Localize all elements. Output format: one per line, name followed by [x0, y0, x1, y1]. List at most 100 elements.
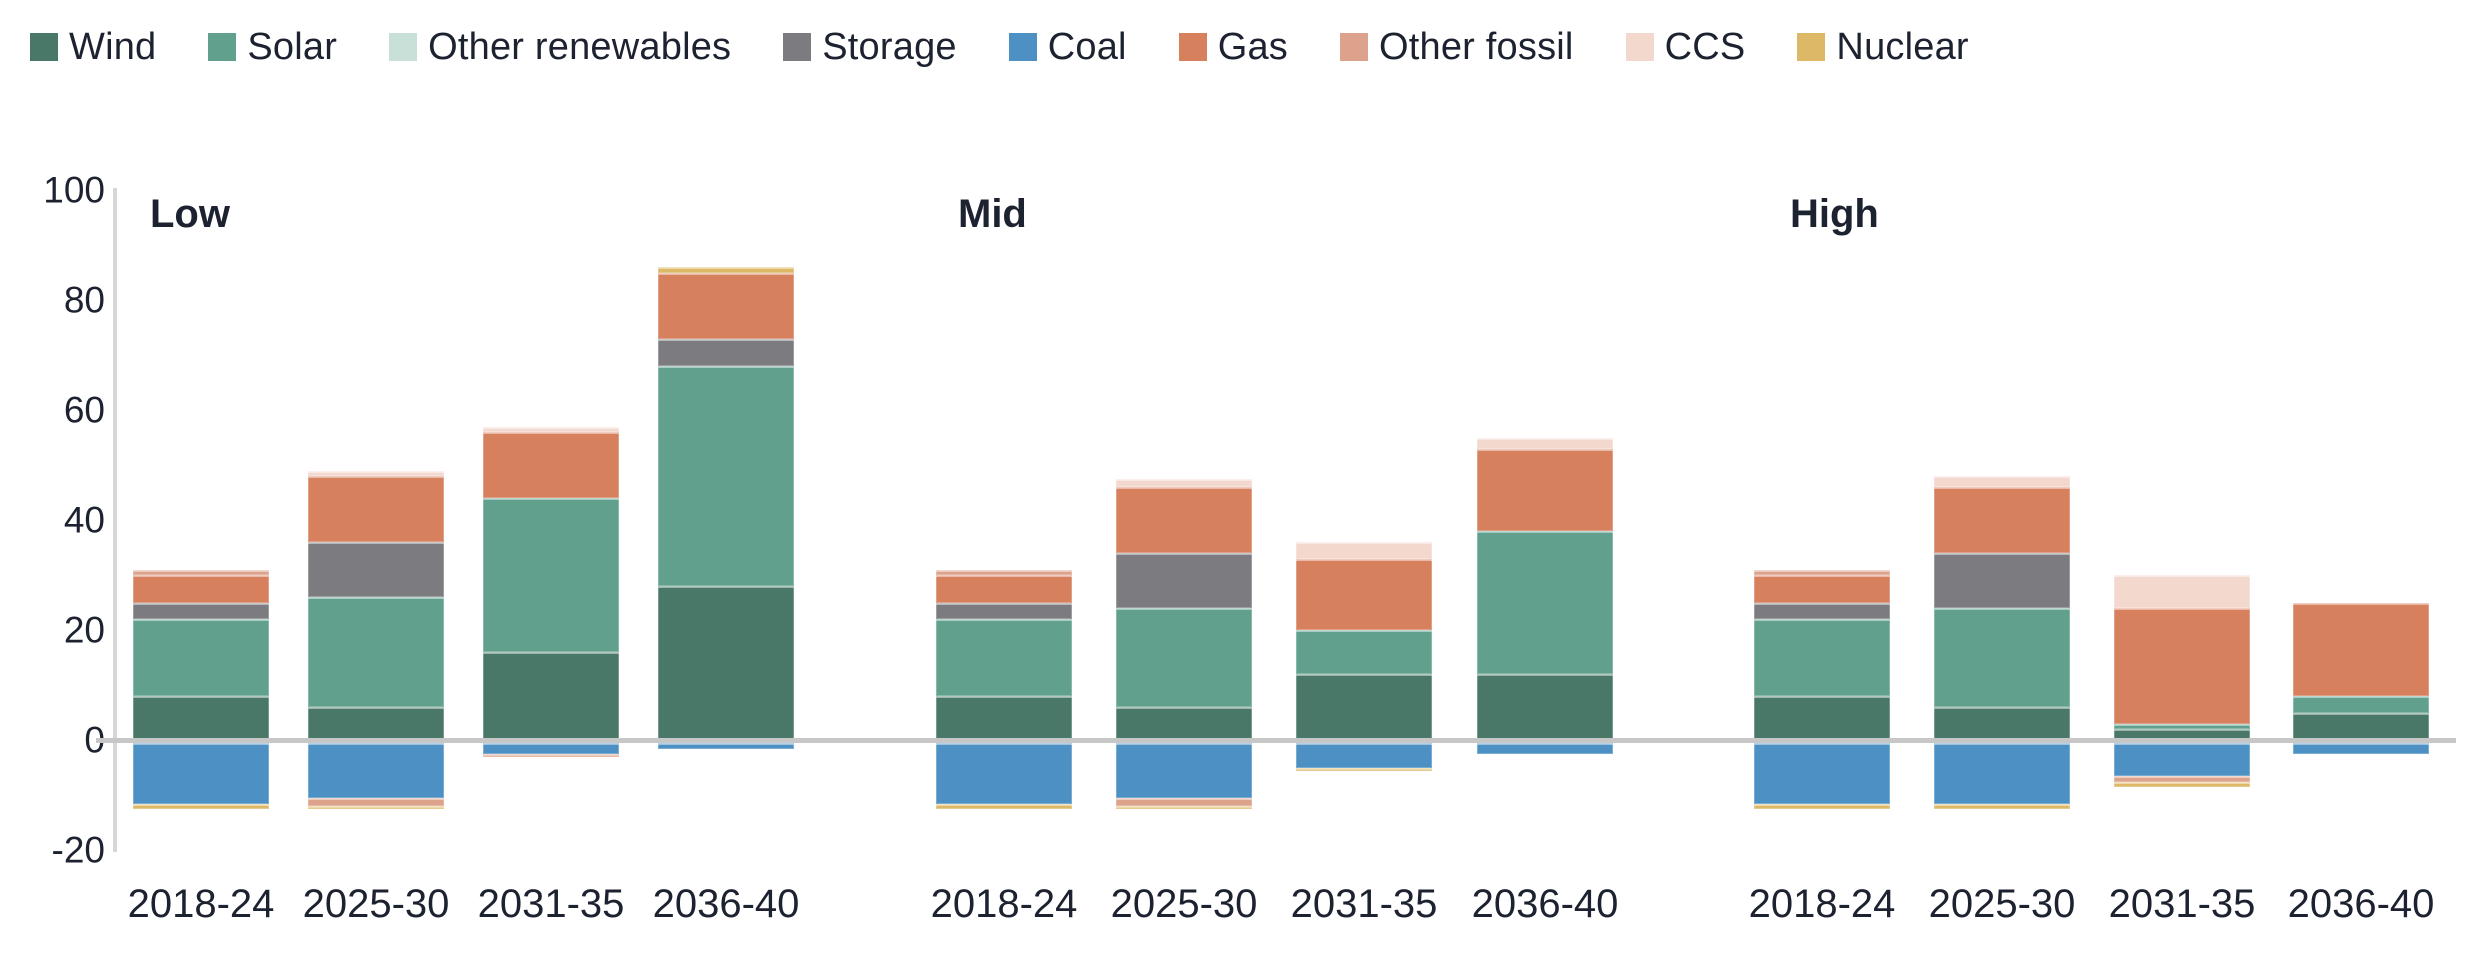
x-tick-label: 2031-35 — [477, 882, 625, 926]
bar-segment-gas — [308, 476, 444, 542]
x-tick-label: 2031-35 — [2108, 882, 2256, 926]
x-tick-label: 2018-24 — [127, 882, 275, 926]
bar-segment-other-fossil — [1116, 798, 1252, 807]
legend-item-storage: Storage — [783, 24, 957, 70]
bar-segment-wind — [483, 652, 619, 740]
bar-segment-storage — [936, 602, 1072, 619]
bar-segment-solar — [1754, 619, 1890, 696]
legend: Wind Solar Other renewables Storage Coal Gas O… — [30, 24, 2454, 70]
bar-segment-coal — [2293, 743, 2429, 754]
bar-segment-coal — [133, 743, 269, 804]
bar-segment-wind — [658, 586, 794, 740]
bar-segment-coal — [1116, 743, 1252, 798]
bar-segment-wind — [1754, 696, 1890, 740]
y-tick-label: 80 — [63, 279, 105, 321]
bar-segment-wind — [133, 696, 269, 740]
bar-segment-solar — [1116, 608, 1252, 707]
bar-segment-ccs — [1296, 542, 1432, 559]
bar-segment-gas — [936, 575, 1072, 603]
bar-segment-gas — [1116, 487, 1252, 553]
legend-label: Gas — [1217, 26, 1288, 68]
legend-item-other-renewables: Other renewables — [389, 24, 731, 70]
bar-segment-gas — [1754, 575, 1890, 603]
bar-segment-solar — [1477, 531, 1613, 674]
bar-segment-nuclear — [133, 803, 269, 809]
x-tick-label: 2036-40 — [2287, 882, 2435, 926]
y-axis-line — [113, 188, 117, 852]
bar-segment-other-fossil — [483, 754, 619, 757]
x-tick-label: 2036-40 — [1471, 882, 1619, 926]
bar-segment-ccs — [1934, 476, 2070, 487]
bar-segment-wind — [2114, 729, 2250, 740]
bar-segment-solar — [936, 619, 1072, 696]
bar-segment-gas — [133, 575, 269, 603]
bar-segment-nuclear — [658, 267, 794, 273]
bar-segment-solar — [133, 619, 269, 696]
other-renewables-swatch-icon — [389, 33, 418, 61]
bar-segment-storage — [1754, 602, 1890, 619]
bar-segment-nuclear — [2114, 781, 2250, 787]
panel-title: High — [1790, 192, 1879, 236]
bar-segment-nuclear — [1116, 806, 1252, 809]
bar-segment-other-fossil — [936, 569, 1072, 575]
coal-swatch-icon — [1008, 33, 1037, 61]
bar-segment-wind — [1296, 674, 1432, 740]
legend-item-wind: Wind — [30, 24, 156, 70]
panel-title: Low — [150, 192, 230, 236]
bar-segment-solar — [308, 597, 444, 707]
bar-segment-storage — [308, 542, 444, 597]
bar-segment-wind — [936, 696, 1072, 740]
panel-title: Mid — [958, 192, 1027, 236]
bar-segment-coal — [1934, 743, 2070, 804]
x-tick-label: 2025-30 — [1110, 882, 1258, 926]
legend-item-coal: Coal — [1008, 24, 1127, 70]
bar-segment-solar — [2114, 723, 2250, 729]
bar-segment-other-fossil — [308, 798, 444, 807]
y-tick-label: 100 — [43, 169, 105, 211]
gas-swatch-icon — [1178, 33, 1207, 61]
x-tick-label: 2025-30 — [302, 882, 450, 926]
legend-label: Other renewables — [428, 26, 732, 68]
bar-segment-solar — [483, 498, 619, 652]
legend-label: Coal — [1047, 26, 1127, 68]
bar-segment-storage — [1116, 553, 1252, 608]
bar-segment-solar — [2293, 696, 2429, 713]
bar-segment-nuclear — [1754, 803, 1890, 809]
y-tick-label: 40 — [63, 499, 105, 541]
legend-label: Other fossil — [1379, 26, 1574, 68]
bar-segment-coal — [1754, 743, 1890, 804]
bar-segment-gas — [1296, 558, 1432, 630]
bar-segment-ccs — [2114, 575, 2250, 608]
bar-segment-wind — [1116, 707, 1252, 740]
legend-item-other-fossil: Other fossil — [1340, 24, 1574, 70]
bar-segment-storage — [1934, 553, 2070, 608]
bar-segment-gas — [1477, 448, 1613, 531]
legend-label: Solar — [247, 26, 338, 68]
legend-item-solar: Solar — [208, 24, 337, 70]
y-tick-label: 20 — [63, 609, 105, 651]
bar-segment-coal — [308, 743, 444, 798]
bar-segment-wind — [308, 707, 444, 740]
legend-item-gas: Gas — [1178, 24, 1288, 70]
y-tick-label: 0 — [84, 719, 105, 761]
bar-segment-coal — [936, 743, 1072, 804]
bar-segment-ccs — [483, 426, 619, 432]
legend-label: CCS — [1664, 26, 1746, 68]
solar-swatch-icon — [208, 33, 237, 61]
nuclear-swatch-icon — [1797, 33, 1826, 61]
bar-segment-ccs — [1477, 437, 1613, 449]
bar-segment-coal — [658, 743, 794, 749]
legend-label: Wind — [69, 26, 157, 68]
legend-item-nuclear: Nuclear — [1797, 24, 1969, 70]
bar-segment-other-fossil — [1754, 569, 1890, 575]
bar-segment-coal — [483, 743, 619, 754]
bar-segment-gas — [2293, 602, 2429, 696]
bar-segment-solar — [658, 366, 794, 586]
bar-segment-nuclear — [308, 806, 444, 809]
y-tick-label: -20 — [51, 829, 105, 871]
bar-segment-nuclear — [1934, 803, 2070, 809]
bar-segment-ccs — [1116, 478, 1252, 487]
wind-swatch-icon — [30, 33, 58, 61]
bar-segment-nuclear — [936, 803, 1072, 809]
zero-baseline — [96, 738, 2456, 743]
